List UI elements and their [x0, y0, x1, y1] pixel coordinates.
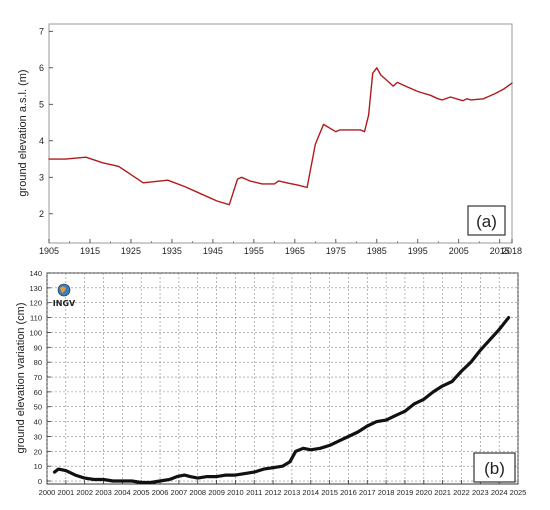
x-tick-label: 1995	[408, 246, 428, 256]
x-tick-label: 2018	[502, 246, 522, 256]
x-tick-label: 1925	[121, 246, 141, 256]
x-tick-label: 2005	[133, 488, 150, 497]
y-tick-label: 5	[39, 99, 44, 109]
chart-panel-a: 2 3 4 5 6 7 1905 1915 1925 1935 1945 1955 1965 1975 19…	[17, 23, 522, 256]
x-tick-label: 2021	[434, 488, 451, 497]
logo-text: INGV	[53, 299, 76, 308]
x-tick-label: 2017	[359, 488, 376, 497]
x-tick-label: 1955	[244, 246, 264, 256]
y-tick-label: 7	[39, 26, 44, 36]
y-axis-label-b: ground elevation variation (cm)	[15, 302, 27, 453]
y-tick-label: 50	[34, 403, 42, 412]
y-axis-label-a: ground elevation a.s.l. (m)	[17, 69, 29, 196]
y-tick-label: 130	[29, 284, 42, 293]
x-tick-label: 2001	[57, 488, 74, 497]
x-tick-label: 1975	[326, 246, 346, 256]
plot-frame-a	[48, 23, 513, 244]
panel-label-box-b	[473, 452, 516, 483]
x-tick-label: 2008	[189, 488, 206, 497]
y-tick-label: 2	[39, 209, 44, 219]
x-tick-label: 2016	[340, 488, 357, 497]
x-tick-label: 2010	[227, 488, 244, 497]
x-tick-label: 2011	[246, 488, 262, 497]
x-tick-label: 2006	[152, 488, 169, 497]
y-tick-label: 40	[34, 418, 42, 427]
x-tick-label: 2015	[321, 488, 338, 497]
x-tick-label: 2013	[284, 488, 301, 497]
y-tick-label: 110	[30, 314, 42, 323]
ingv-logo: INGV	[53, 283, 76, 308]
y-tick-label: 60	[34, 388, 42, 397]
y-tick-label: 80	[34, 358, 42, 367]
y-tick-label: 0	[38, 477, 42, 486]
series-line-0	[52, 316, 511, 485]
x-tick-label: 2005	[449, 246, 469, 256]
x-tick-label: 1965	[285, 246, 305, 256]
x-tick-label: 2003	[95, 488, 112, 497]
y-tick-label: 100	[29, 328, 42, 337]
x-tick-label: 1905	[39, 246, 59, 256]
x-tick-label: 2004	[114, 488, 131, 497]
series-line-0	[48, 67, 513, 206]
panel-label-box-a	[467, 205, 506, 236]
x-tick-label: 2002	[76, 488, 93, 497]
y-tick-label: 4	[39, 136, 44, 146]
y-tick-label: 20	[34, 447, 42, 456]
x-tick-label: 2023	[472, 488, 489, 497]
panel-label-a: (a)	[476, 212, 497, 231]
x-tick-label: 2018	[378, 488, 395, 497]
x-tick-label: 2022	[453, 488, 470, 497]
y-tick-label: 70	[34, 373, 42, 382]
x-tick-label: 2014	[302, 488, 319, 497]
x-tick-label: 2009	[208, 488, 225, 497]
x-tick-label: 2019	[397, 488, 414, 497]
panel-label-b: (b)	[484, 459, 505, 478]
x-tick-label: 2007	[171, 488, 188, 497]
y-tick-label: 120	[29, 299, 42, 308]
x-tick-label: 2012	[265, 488, 282, 497]
x-tick-label: 2025	[510, 488, 527, 497]
x-tick-label: 1915	[80, 246, 100, 256]
x-tick-label: 2015	[490, 246, 510, 256]
globe-land	[60, 286, 66, 293]
y-tick-label: 3	[39, 172, 44, 182]
y-tick-label: 140	[29, 269, 42, 278]
x-tick-label: 2000	[39, 488, 56, 497]
plot-frame-b	[46, 272, 519, 485]
x-tick-label: 1985	[367, 246, 387, 256]
y-tick-label: 90	[34, 343, 42, 352]
y-tick-label: 30	[34, 432, 42, 441]
y-tick-label: 10	[34, 462, 42, 471]
x-tick-label: 2024	[491, 488, 508, 497]
x-tick-label: 2020	[415, 488, 432, 497]
x-tick-label: 1945	[203, 246, 223, 256]
y-tick-label: 6	[39, 63, 44, 73]
x-tick-label: 1935	[162, 246, 182, 256]
